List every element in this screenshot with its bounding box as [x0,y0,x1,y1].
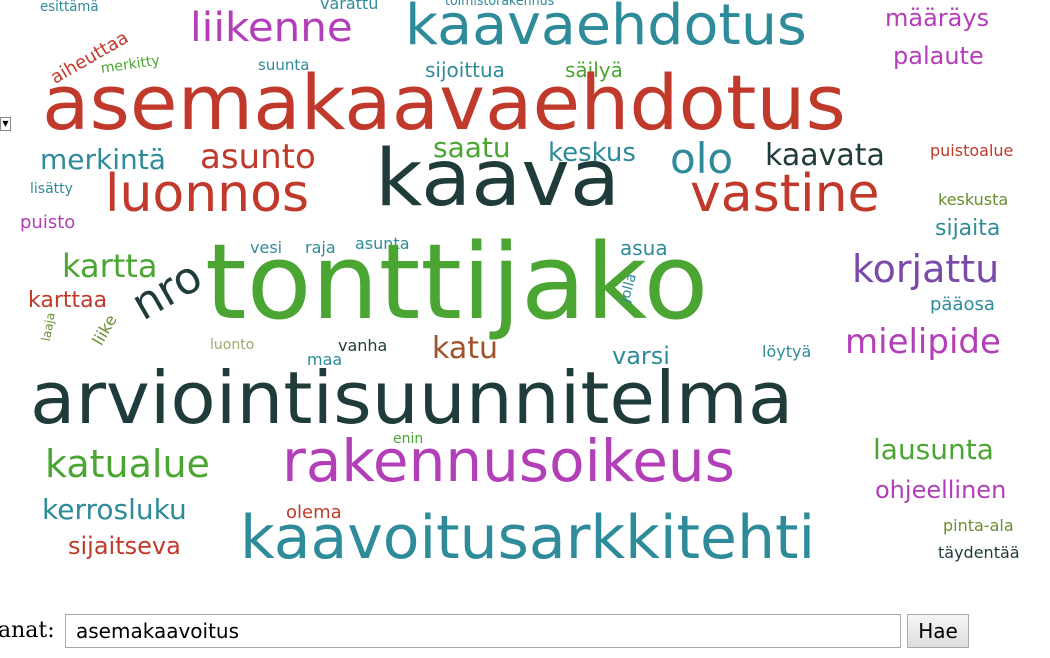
cloud-word[interactable]: pinta-ala [943,516,1014,535]
cloud-word[interactable]: toimistorakennus [445,0,555,9]
cloud-word[interactable]: pääosa [930,294,995,315]
cloud-word[interactable]: katu [432,331,499,366]
cloud-word[interactable]: sijaita [935,216,1001,241]
cloud-word[interactable]: liikenne [190,5,353,51]
dropdown-arrow-icon[interactable]: ▼ [0,117,11,131]
cloud-word[interactable]: keskus [548,138,636,168]
cloud-word[interactable]: liike [88,311,121,349]
cloud-word[interactable]: vesi [250,238,283,257]
cloud-word[interactable]: kerrosluku [42,493,187,526]
cloud-word[interactable]: katualue [45,442,210,486]
cloud-word[interactable]: tonttijako [205,221,709,343]
cloud-word[interactable]: arviointisuunnitelma [30,356,794,440]
cloud-word[interactable]: olema [286,502,342,523]
cloud-word[interactable]: lausunta [873,433,994,466]
cloud-word[interactable]: raja [305,238,336,257]
cloud-word[interactable]: kaava [375,134,621,224]
cloud-word[interactable]: puisto [20,212,76,233]
cloud-word[interactable]: määräys [885,4,990,32]
cloud-word[interactable]: karttaa [28,288,108,313]
cloud-word[interactable]: luonnos [105,164,310,224]
cloud-word[interactable]: ohjeellinen [875,476,1007,504]
search-label: anat: [0,618,55,643]
search-bar: anat: Hae [0,608,1050,658]
cloud-word[interactable]: esittämä [40,0,99,15]
search-input[interactable] [65,614,901,648]
cloud-word[interactable]: kaavata [765,138,885,173]
cloud-word[interactable]: puistoalue [930,141,1014,160]
cloud-word[interactable]: kartta [62,247,158,285]
cloud-word[interactable]: korjattu [852,247,1000,291]
cloud-word[interactable]: sijaitseva [68,532,181,560]
cloud-word[interactable]: säilyä [565,58,623,82]
cloud-word[interactable]: varattu [320,0,379,13]
cloud-word[interactable]: rakennusoikeus [282,427,735,495]
cloud-word[interactable]: varsi [612,342,670,370]
cloud-word[interactable]: enin [393,431,424,447]
cloud-word[interactable]: laaja [39,311,58,343]
cloud-word[interactable]: asunta [355,234,410,253]
cloud-word[interactable]: kaavaehdotus [405,0,807,58]
cloud-word[interactable]: lisätty [30,181,73,197]
cloud-word[interactable]: palaute [893,42,984,70]
cloud-word[interactable]: suunta [258,56,310,74]
cloud-word[interactable]: asua [620,236,668,260]
cloud-word[interactable]: täydentää [938,543,1020,562]
cloud-word[interactable]: olo [670,134,734,183]
cloud-word[interactable]: mielipide [845,322,1001,362]
cloud-word[interactable]: vanha [338,336,388,355]
word-cloud: esittämä aiheuttaa merkitty liikenne varattu… [20,0,1020,573]
cloud-word[interactable]: kaavoitusarkkitehti [240,503,816,573]
cloud-word[interactable]: maa [307,350,343,369]
cloud-word[interactable]: vastine [690,164,880,224]
cloud-word[interactable]: sijoittua [425,58,505,82]
cloud-word[interactable]: asunto [200,137,316,177]
cloud-word[interactable]: saatu [433,131,511,164]
cloud-word[interactable]: keskusta [938,190,1009,209]
cloud-word[interactable]: löytyä [762,342,812,361]
cloud-word[interactable]: merkintä [40,143,166,176]
cloud-word[interactable]: luonto [210,337,255,353]
search-button[interactable]: Hae [907,614,969,648]
cloud-word[interactable]: asemakaavaehdotus [42,58,846,147]
